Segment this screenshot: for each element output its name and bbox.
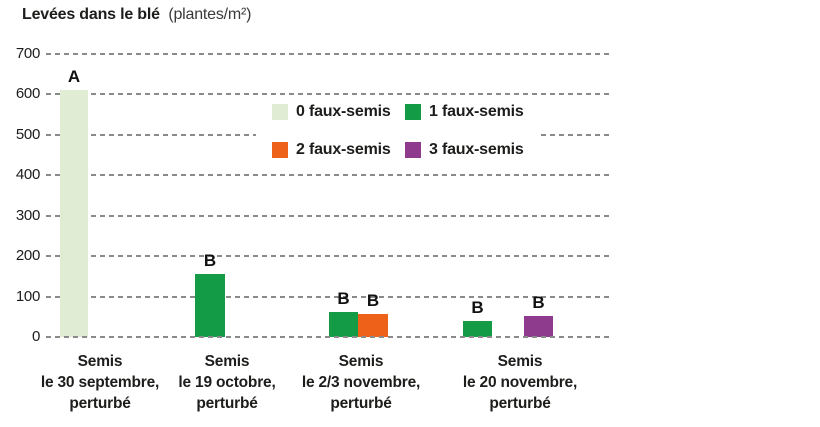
legend-label-1-faux-semis: 1 faux-semis bbox=[429, 103, 524, 120]
legend-swatch-2-faux-semis bbox=[272, 142, 288, 158]
legend-label-3-faux-semis: 3 faux-semis bbox=[429, 141, 524, 158]
bar-1-faux-semis bbox=[329, 311, 358, 337]
x-axis-label-line: Semis bbox=[204, 353, 250, 370]
y-axis-tick-label-0: 0 bbox=[31, 328, 40, 345]
legend-item-0-faux-semis: 0 faux-semis bbox=[272, 103, 405, 121]
legend-swatch-0-faux-semis bbox=[272, 104, 288, 120]
gridline-700 bbox=[46, 53, 612, 55]
gridline-400 bbox=[46, 174, 612, 177]
significance-letter: A bbox=[67, 67, 81, 87]
x-axis-label-line: perturbé bbox=[330, 395, 392, 412]
bar-1-faux-semis bbox=[463, 320, 492, 337]
x-axis-label-line: le 2/3 novembre, bbox=[301, 374, 421, 391]
x-axis-label-line: perturbé bbox=[69, 395, 131, 412]
significance-letter: B bbox=[337, 288, 350, 308]
chart-title-main: Levées dans le blé bbox=[22, 6, 160, 23]
y-axis-tick-label-100: 100 bbox=[15, 287, 40, 305]
x-axis-label: Semis le 19 octobre, perturbé bbox=[142, 351, 312, 414]
x-axis-label-line: le 19 octobre, bbox=[178, 374, 276, 391]
y-axis-tick-label-300: 300 bbox=[15, 206, 40, 224]
gridline-200 bbox=[46, 255, 612, 258]
gridline-100 bbox=[46, 295, 612, 298]
x-axis-label-line: Semis bbox=[497, 353, 543, 370]
significance-letter: B bbox=[203, 251, 217, 271]
gridline-300 bbox=[46, 214, 612, 217]
x-axis-label-line: perturbé bbox=[196, 395, 258, 412]
significance-letter: B bbox=[366, 290, 380, 310]
gridline-600 bbox=[46, 93, 612, 96]
x-axis-label: Semis le 2/3 novembre, perturbé bbox=[276, 351, 446, 414]
y-axis-tick-label-600: 600 bbox=[15, 85, 40, 103]
bar-3-faux-semis bbox=[524, 315, 553, 337]
significance-letter: B bbox=[532, 292, 545, 312]
legend-item-1-faux-semis: 1 faux-semis bbox=[405, 103, 524, 121]
significance-letter: B bbox=[471, 297, 484, 317]
x-axis-label-line: Semis bbox=[338, 353, 384, 370]
y-axis-tick-label-700: 700 bbox=[15, 45, 40, 62]
legend-label-2-faux-semis: 2 faux-semis bbox=[296, 141, 391, 158]
gridline-0 bbox=[46, 336, 612, 338]
bar-1-faux-semis bbox=[195, 274, 225, 337]
chart-title: Levées dans le blé (plantes/m²) bbox=[22, 6, 251, 24]
bar-0-faux-semis bbox=[60, 90, 88, 337]
y-axis-tick-label-200: 200 bbox=[15, 247, 40, 265]
chart-title-unit-text: (plantes/m²) bbox=[168, 6, 252, 23]
y-axis-tick-label-500: 500 bbox=[15, 125, 40, 143]
bar-2-faux-semis bbox=[358, 313, 388, 337]
x-axis-label: Semis le 20 novembre, perturbé bbox=[435, 351, 605, 414]
legend: 0 faux-semis 1 faux-semis 2 faux-semis 3… bbox=[256, 95, 540, 169]
legend-swatch-3-faux-semis bbox=[405, 142, 421, 158]
x-axis-label: Semis le 30 septembre, perturbé bbox=[15, 351, 185, 414]
legend-item-3-faux-semis: 3 faux-semis bbox=[405, 141, 524, 159]
x-axis-label-line: le 20 novembre, bbox=[462, 374, 578, 391]
legend-item-2-faux-semis: 2 faux-semis bbox=[272, 141, 405, 159]
legend-swatch-1-faux-semis bbox=[405, 104, 421, 120]
x-axis-label-line: Semis bbox=[77, 353, 123, 370]
legend-label-0-faux-semis: 0 faux-semis bbox=[296, 103, 391, 120]
x-axis-label-line: le 30 septembre, bbox=[40, 374, 160, 391]
x-axis-label-line: perturbé bbox=[489, 395, 551, 412]
y-axis-tick-label-400: 400 bbox=[15, 166, 40, 184]
